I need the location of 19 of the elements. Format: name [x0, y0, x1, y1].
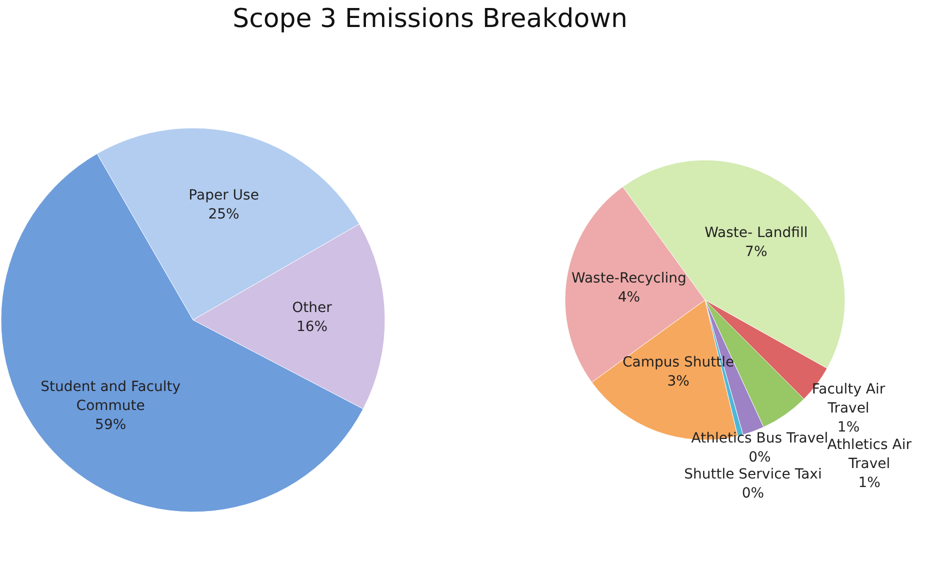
slice-label: Student and Faculty Commute [40, 378, 181, 414]
data-label: 7% [745, 244, 768, 260]
slice-label: Athletics Air Travel [827, 437, 912, 472]
data-label: 59% [95, 416, 126, 433]
data-label: 16% [296, 319, 328, 336]
data-label: 0% [742, 485, 764, 502]
slice-label: Faculty Air Travel [812, 382, 886, 417]
slice-label: Paper Use [188, 188, 259, 204]
data-label: 25% [208, 206, 240, 223]
data-label: 1% [858, 475, 880, 492]
slice-label: Shuttle Service Taxi [684, 466, 822, 482]
slice-label: Waste-Recycling [571, 270, 686, 286]
data-label: 0% [748, 450, 771, 466]
chart-title: Scope 3 Emissions Breakdown [232, 4, 628, 34]
slice-label: Other [292, 300, 332, 316]
data-label: 4% [618, 289, 640, 306]
data-label: 1% [837, 420, 860, 436]
slice-label: Waste- Landfill [704, 224, 808, 241]
data-label: 3% [667, 374, 690, 390]
